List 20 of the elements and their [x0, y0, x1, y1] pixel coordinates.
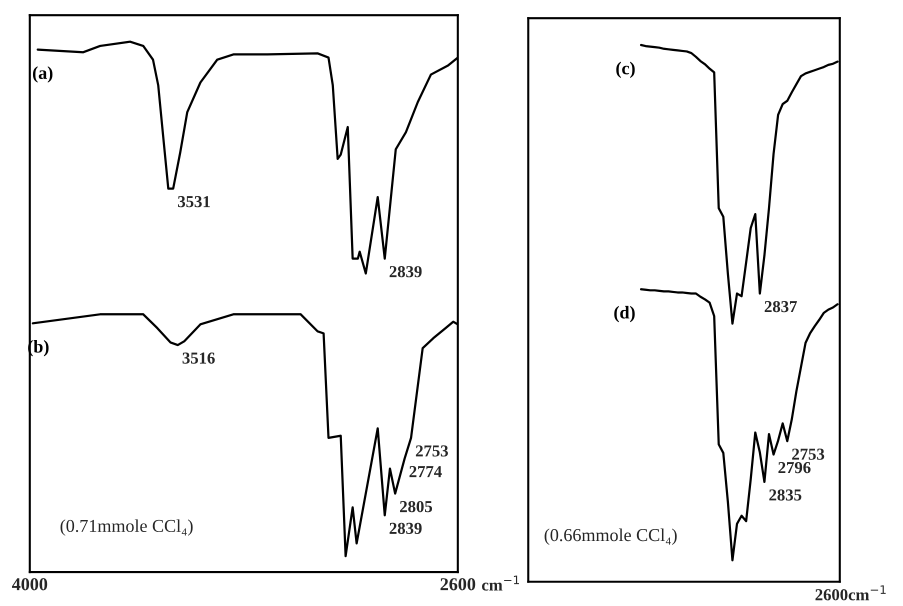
- annotation: 2837: [764, 300, 797, 312]
- series-label: (d): [614, 306, 635, 322]
- x-tick-label: 4000: [12, 578, 48, 590]
- annotation: (0.66mmole CCl₄): [544, 528, 677, 545]
- annotation: 3531: [178, 196, 210, 208]
- annotation: 2753: [792, 448, 824, 460]
- series-label: (c): [616, 62, 635, 78]
- annotation: 2774: [409, 466, 442, 478]
- annotation: 3516: [182, 352, 215, 364]
- series-label: (a): [32, 66, 52, 83]
- x-axis-title: cm$^{−1}$: [482, 576, 519, 591]
- annotation: 2796: [778, 462, 811, 474]
- text: 2600cm$^{−1}$: [815, 585, 886, 600]
- annotation: 2839: [390, 266, 422, 278]
- annotation: 2839: [390, 522, 422, 534]
- annotation: 2835: [769, 489, 802, 501]
- x-tick-label: 2600: [440, 578, 476, 590]
- annotation: 2805: [400, 500, 432, 512]
- annotation: 2753: [416, 445, 448, 457]
- annotation: (0.71mmole CCl₄): [60, 519, 193, 536]
